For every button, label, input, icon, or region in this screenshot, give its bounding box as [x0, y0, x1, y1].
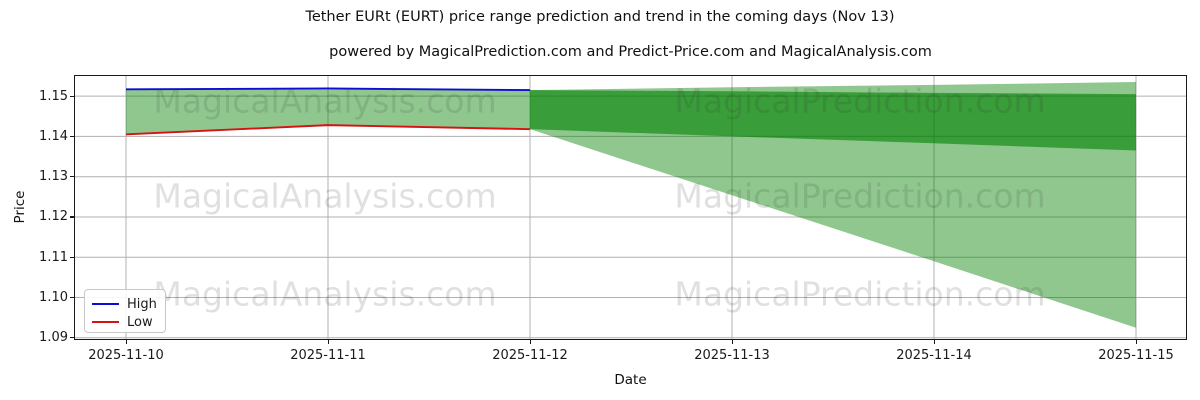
x-tick-mark	[125, 339, 127, 344]
low-line-swatch	[92, 321, 119, 323]
x-tick-label: 2025-11-13	[694, 348, 770, 363]
legend-row-low: Low	[92, 313, 158, 331]
chart-subtitle: powered by MagicalPrediction.com and Pre…	[329, 44, 932, 60]
x-tick-label: 2025-11-15	[1098, 348, 1174, 363]
forecast-trend-band	[530, 90, 1137, 151]
x-tick-label: 2025-11-12	[492, 348, 568, 363]
history-range-fill	[126, 88, 531, 135]
y-tick-label: 1.15	[39, 88, 68, 104]
legend-label-low: Low	[127, 314, 153, 330]
y-tick-label: 1.14	[39, 128, 68, 144]
x-axis-label: Date	[614, 372, 647, 388]
low-line	[125, 124, 531, 136]
y-tick-mark	[70, 256, 75, 258]
y-tick-label: 1.12	[39, 209, 68, 225]
x-tick-mark	[529, 339, 531, 344]
x-tick-label: 2025-11-11	[290, 348, 366, 363]
y-tick-mark	[70, 297, 75, 299]
y-tick-mark	[70, 95, 75, 97]
y-tick-label: 1.13	[39, 169, 68, 185]
legend-label-high: High	[127, 296, 157, 312]
y-tick-label: 1.09	[39, 330, 68, 346]
chart-title: Tether EURt (EURT) price range predictio…	[305, 9, 895, 25]
high-line	[126, 87, 531, 92]
legend: High Low	[84, 289, 166, 333]
x-tick-mark	[933, 339, 935, 344]
x-tick-mark	[1135, 339, 1137, 344]
x-tick-mark	[327, 339, 329, 344]
high-line-swatch	[92, 303, 119, 305]
y-tick-label: 1.10	[39, 290, 68, 306]
chart-canvas	[75, 76, 1186, 339]
x-tick-label: 2025-11-10	[88, 348, 164, 363]
legend-row-high: High	[92, 295, 158, 313]
x-tick-mark	[731, 339, 733, 344]
y-tick-mark	[70, 135, 75, 138]
plot-area: MagicalAnalysis.comMagicalPrediction.com…	[74, 75, 1187, 340]
y-tick-mark	[70, 216, 75, 218]
y-tick-mark	[70, 337, 75, 339]
y-tick-mark	[70, 176, 75, 178]
x-tick-label: 2025-11-14	[896, 348, 972, 363]
y-tick-label: 1.11	[39, 249, 68, 265]
